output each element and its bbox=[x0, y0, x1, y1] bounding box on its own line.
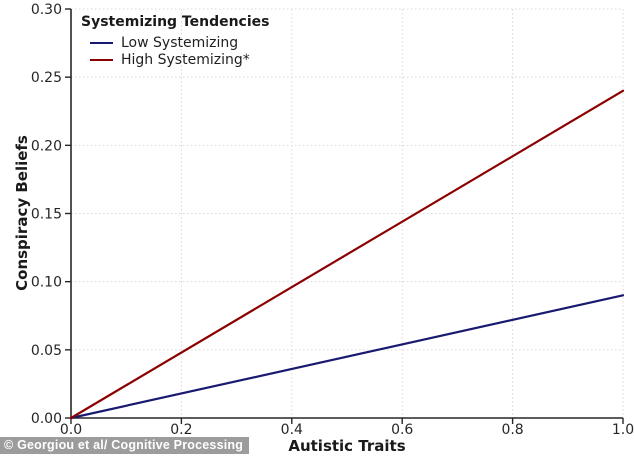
y-tick-label: 0.00 bbox=[31, 411, 62, 427]
y-tick-label: 0.15 bbox=[31, 207, 62, 223]
legend-items: Low Systemizing High Systemizing* bbox=[81, 34, 270, 68]
y-axis-label: Conspiracy Beliefs bbox=[13, 135, 31, 291]
y-tick-label: 0.10 bbox=[31, 275, 62, 291]
x-tick-label: 1.0 bbox=[612, 422, 634, 438]
y-tick-label: 0.20 bbox=[31, 138, 62, 154]
x-tick-label: 0.4 bbox=[281, 422, 303, 438]
y-tick-label: 0.30 bbox=[31, 2, 62, 18]
series-line-high-systemizing bbox=[69, 89, 625, 420]
legend-item-label: High Systemizing* bbox=[121, 51, 250, 68]
y-tick-label: 0.05 bbox=[31, 343, 62, 359]
series-line-low-systemizing bbox=[69, 294, 625, 420]
legend-item: Low Systemizing bbox=[81, 34, 270, 51]
x-tick-label: 0.6 bbox=[391, 422, 413, 438]
y-tick-label: 0.25 bbox=[31, 70, 62, 86]
legend-line-swatch bbox=[90, 41, 113, 44]
legend-line-swatch bbox=[90, 58, 113, 61]
x-tick-label: 0.2 bbox=[170, 422, 192, 438]
legend-item-label: Low Systemizing bbox=[121, 34, 239, 51]
chart-legend: Systemizing Tendencies Low Systemizing Hi… bbox=[81, 14, 270, 68]
x-axis-label: Autistic Traits bbox=[288, 437, 406, 455]
x-tick-label: 0.0 bbox=[60, 422, 82, 438]
legend-item: High Systemizing* bbox=[81, 51, 270, 68]
watermark: © Georgiou et al/ Cognitive Processing bbox=[0, 437, 250, 454]
legend-title: Systemizing Tendencies bbox=[81, 14, 270, 30]
x-tick-label: 0.8 bbox=[501, 422, 523, 438]
